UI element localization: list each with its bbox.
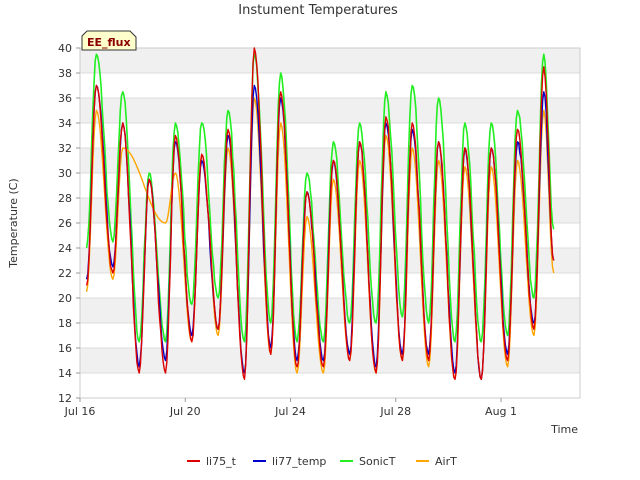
y-tick-label: 30 bbox=[58, 167, 72, 180]
x-tick-label: Jul 28 bbox=[379, 405, 411, 418]
grid-band bbox=[80, 298, 580, 323]
grid-band bbox=[80, 98, 580, 123]
y-tick-label: 40 bbox=[58, 42, 72, 55]
series-line-SonicT bbox=[85, 53, 555, 343]
legend: li75_t li77_temp SonicT AirT bbox=[187, 455, 457, 468]
y-tick-label: 36 bbox=[58, 92, 72, 105]
legend-label-li77_temp: li77_temp bbox=[272, 455, 326, 468]
x-tick-label: Aug 1 bbox=[485, 405, 517, 418]
x-axis-title: Time bbox=[550, 423, 578, 436]
y-tick-label: 28 bbox=[58, 192, 72, 205]
series-line-li75_t bbox=[85, 47, 555, 380]
grid-band bbox=[80, 73, 580, 98]
badge-label: EE_flux bbox=[87, 36, 131, 49]
x-tick-label: Jul 20 bbox=[169, 405, 201, 418]
grid-band bbox=[80, 273, 580, 298]
y-tick-label: 24 bbox=[58, 242, 72, 255]
y-tick-label: 12 bbox=[58, 392, 72, 405]
grid-band bbox=[80, 373, 580, 398]
series-lines bbox=[85, 47, 555, 380]
y-tick-label: 22 bbox=[58, 267, 72, 280]
y-tick-label: 34 bbox=[58, 117, 72, 130]
grid-band bbox=[80, 248, 580, 273]
y-tick-label: 38 bbox=[58, 67, 72, 80]
badge-box bbox=[81, 30, 137, 51]
grid-band bbox=[80, 48, 580, 73]
x-axis: Jul 16 Jul 20 Jul 24 Jul 28 Aug 1 bbox=[64, 398, 517, 418]
y-tick-label: 16 bbox=[58, 342, 72, 355]
x-tick-label: Jul 24 bbox=[274, 405, 306, 418]
legend-label-AirT: AirT bbox=[435, 455, 457, 468]
y-axis: 12 14 16 18 20 22 24 26 28 30 32 34 36 38 40 bbox=[58, 42, 80, 405]
y-tick-label: 14 bbox=[58, 367, 72, 380]
y-axis-title: Temperature (C) bbox=[7, 178, 20, 268]
legend-label-li75_t: li75_t bbox=[206, 455, 237, 468]
y-tick-label: 20 bbox=[58, 292, 72, 305]
y-tick-label: 18 bbox=[58, 317, 72, 330]
legend-label-SonicT: SonicT bbox=[359, 455, 396, 468]
grid-band bbox=[80, 123, 580, 148]
y-tick-label: 26 bbox=[58, 217, 72, 230]
ee-flux-badge: EE_flux bbox=[81, 30, 137, 51]
chart-title: Instument Temperatures bbox=[238, 3, 398, 18]
y-tick-label: 32 bbox=[58, 142, 72, 155]
x-tick-label: Jul 16 bbox=[64, 405, 96, 418]
